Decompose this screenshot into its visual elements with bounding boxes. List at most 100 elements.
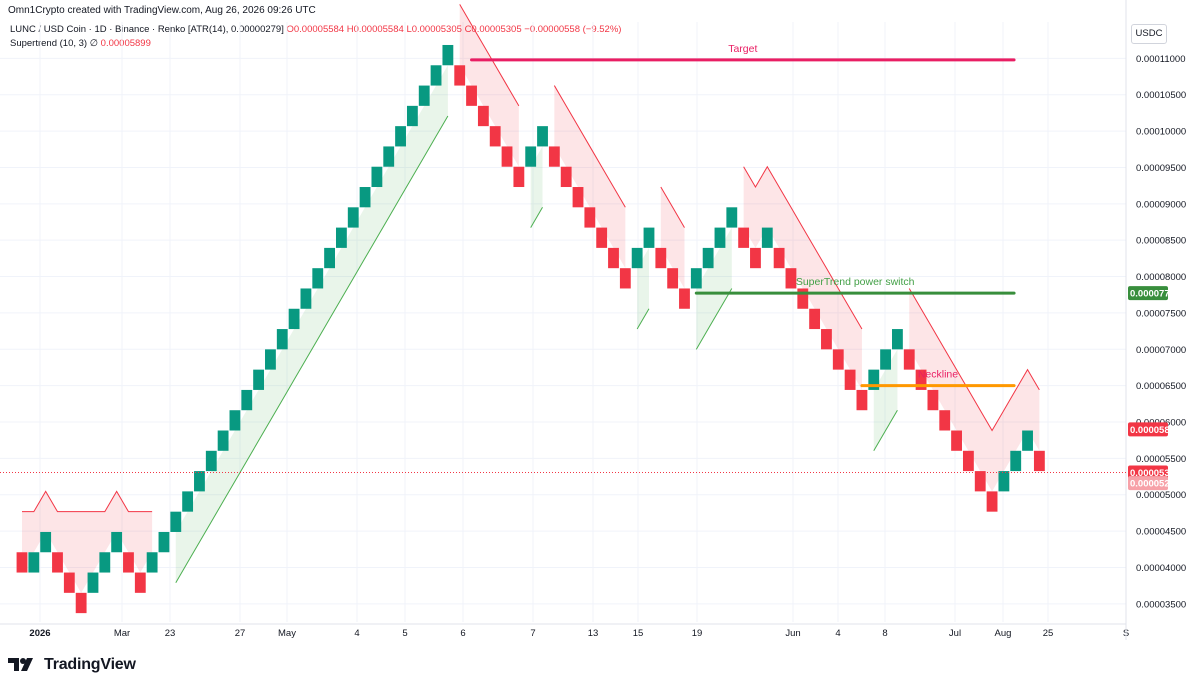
renko-brick-up xyxy=(241,389,253,411)
tradingview-brand: TradingView xyxy=(44,656,136,673)
renko-brick-up xyxy=(40,531,52,553)
currency-selector[interactable]: USDC xyxy=(1131,24,1167,44)
supertrend-up-line xyxy=(695,288,733,350)
ohlc-high: H0.00005584 xyxy=(346,24,404,35)
renko-brick-up xyxy=(288,308,300,330)
renko-brick-up xyxy=(714,227,726,248)
renko-brick-up xyxy=(87,572,99,593)
price-tick-label: 0.00006500 xyxy=(1136,381,1186,392)
renko-brick-up xyxy=(146,552,158,573)
symbol-name: LUNC / USD Coin · 1D · Binance · Renko [… xyxy=(10,24,284,35)
renko-brick-down xyxy=(489,126,501,147)
renko-brick-up xyxy=(892,329,903,350)
ohlc-low: L0.00005305 xyxy=(406,24,462,35)
time-tick-label: May xyxy=(278,628,296,639)
time-tick-label: 4 xyxy=(354,628,359,639)
renko-brick-down xyxy=(951,430,962,451)
time-tick-label: 15 xyxy=(633,628,644,639)
renko-brick-up xyxy=(158,531,170,553)
indicator-legend[interactable]: Supertrend (10, 3) ∅ 0.00005899 xyxy=(10,38,151,50)
renko-brick-down xyxy=(915,369,927,390)
time-tick-label: 7 xyxy=(530,628,535,639)
renko-brick-down xyxy=(962,450,974,472)
renko-brick-down xyxy=(939,410,951,431)
renko-brick-down xyxy=(655,247,667,269)
renko-brick-down xyxy=(608,247,619,269)
ohlc-change: −0.00000558 (−9.52%) xyxy=(524,24,622,35)
price-tick-label: 0.00007500 xyxy=(1136,308,1186,319)
time-tick-label: Mar xyxy=(114,628,130,639)
time-tick-label: Jun xyxy=(785,628,800,639)
renko-brick-up xyxy=(998,471,1010,492)
symbol-legend[interactable]: LUNC / USD Coin · 1D · Binance · Renko [… xyxy=(10,24,621,36)
time-tick-label: 5 xyxy=(402,628,407,639)
tradingview-logo-icon xyxy=(8,658,33,671)
supertrend-down-line xyxy=(22,490,153,513)
renko-brick-down xyxy=(856,389,868,411)
renko-brick-up xyxy=(99,552,111,573)
indicator-name: Supertrend (10, 3) xyxy=(10,38,88,49)
renko-brick-down xyxy=(501,146,513,167)
price-tick-label: 0.00007000 xyxy=(1136,345,1186,356)
header-credit: Omn1Crypto created with TradingView.com,… xyxy=(8,5,316,16)
renko-brick-up xyxy=(335,227,347,248)
supertrend-down-line xyxy=(743,165,863,330)
renko-brick-down xyxy=(821,329,832,350)
renko-brick-down xyxy=(513,166,525,188)
renko-brick-up xyxy=(359,187,371,208)
renko-brick-up xyxy=(537,126,548,147)
price-tick-label: 0.00003500 xyxy=(1136,599,1186,610)
renko-brick-down xyxy=(809,308,821,330)
supertrend-up-fill xyxy=(175,65,448,583)
renko-brick-up xyxy=(643,227,655,248)
price-tick-label: 0.00010500 xyxy=(1136,90,1186,101)
supertrend-down-line xyxy=(660,186,685,228)
renko-brick-down xyxy=(584,207,596,228)
time-tick-label: 23 xyxy=(165,628,176,639)
renko-brick-down xyxy=(52,552,63,573)
renko-brick-down xyxy=(572,187,584,208)
price-tick-label: 0.00009500 xyxy=(1136,163,1186,174)
supertrend-up-line xyxy=(636,308,650,330)
renko-brick-down xyxy=(986,491,998,512)
renko-brick-up xyxy=(28,552,40,573)
renko-chart[interactable]: 0.00011000 0.00010500 0.00010000 0.00009500… xyxy=(0,0,1200,640)
supertrend-down-fill xyxy=(743,166,862,390)
supertrend-down-fill xyxy=(459,4,519,167)
renko-brick-up xyxy=(430,65,442,86)
time-tick-label: 4 xyxy=(835,628,840,639)
renko-brick-up xyxy=(726,207,738,228)
renko-brick-up xyxy=(761,227,773,248)
renko-brick-down xyxy=(832,349,844,370)
renko-brick-up xyxy=(371,166,383,188)
supertrend-down-fill xyxy=(22,491,153,593)
time-tick-label: Jul xyxy=(949,628,961,639)
renko-brick-down xyxy=(63,572,75,593)
renko-brick-up xyxy=(406,105,418,127)
price-tick-label: 0.00010000 xyxy=(1136,127,1186,138)
time-tick-label: 8 xyxy=(882,628,887,639)
renko-brick-up xyxy=(265,349,276,370)
ohlc-open: O0.00005584 xyxy=(286,24,345,35)
renko-brick-down xyxy=(477,105,489,127)
supertrend-price-label-bg xyxy=(1128,422,1168,437)
renko-brick-down xyxy=(974,471,986,492)
renko-brick-up xyxy=(194,471,205,492)
time-tick-label: Aug xyxy=(995,628,1012,639)
renko-brick-up xyxy=(324,247,335,269)
time-tick-label: 25 xyxy=(1043,628,1054,639)
supertrend-down-line xyxy=(553,85,626,208)
renko-brick-up xyxy=(383,146,395,167)
price-tick-label: 0.00004000 xyxy=(1136,563,1186,574)
ohlc-close: C0.00005305 xyxy=(464,24,522,35)
renko-brick-down xyxy=(773,247,785,269)
renko-brick-up xyxy=(418,85,430,106)
renko-brick-down xyxy=(560,166,572,188)
time-tick-label: 6 xyxy=(460,628,465,639)
time-tick-label: 13 xyxy=(588,628,599,639)
renko-brick-up xyxy=(312,268,324,289)
renko-brick-up xyxy=(300,288,312,309)
close-price-label-bg xyxy=(1128,476,1168,491)
renko-brick-down xyxy=(738,227,750,248)
renko-brick-down xyxy=(903,349,915,370)
